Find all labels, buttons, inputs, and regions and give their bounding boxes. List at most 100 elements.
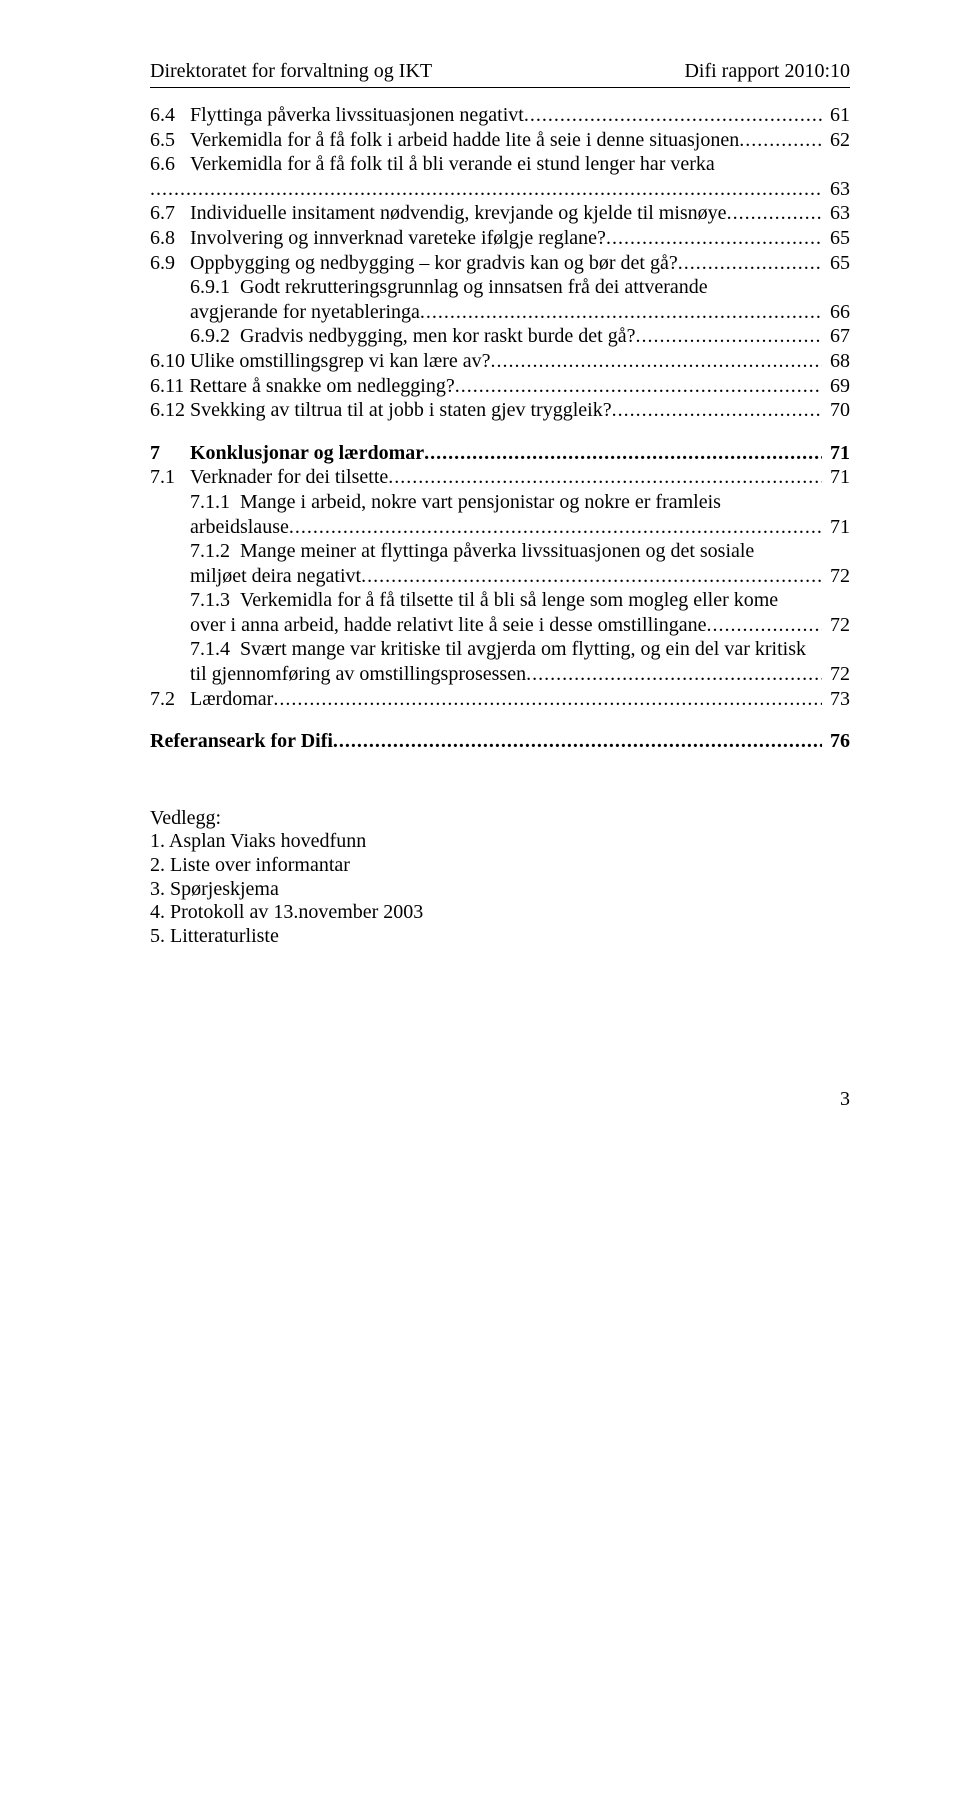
toc-leader	[424, 442, 822, 466]
toc-text: Svært mange var kritiske til avgjerda om…	[240, 638, 806, 662]
toc-page: 70	[822, 399, 850, 423]
toc-leader	[635, 325, 822, 349]
toc-leader	[612, 399, 822, 423]
toc-page: 63	[822, 202, 850, 226]
toc-text: Mange i arbeid, nokre vart pensjonistar …	[240, 491, 721, 515]
toc-row-continuation: miljøet deira negativt72	[150, 565, 850, 589]
appendix-item: 5. Litteraturliste	[150, 925, 850, 949]
toc-text: over i anna arbeid, hadde relativt lite …	[190, 614, 706, 638]
toc-page: 66	[822, 301, 850, 325]
toc-row: 6.4 Flyttinga påverka livssituasjonen ne…	[150, 104, 850, 128]
toc-page: 61	[822, 104, 850, 128]
toc-row-continuation: arbeidslause71	[150, 516, 850, 540]
toc-text: Oppbygging og nedbygging – kor gradvis k…	[190, 252, 678, 276]
toc-label: 7.1.3	[190, 589, 240, 613]
toc-label: 6.6	[150, 153, 190, 177]
toc-leader	[727, 202, 822, 226]
toc-label: 7.1.2	[190, 540, 240, 564]
toc-page: 65	[822, 227, 850, 251]
toc-row: 6.9.2 Gradvis nedbygging, men kor raskt …	[150, 325, 850, 349]
toc-text: Flyttinga påverka livssituasjonen negati…	[190, 104, 524, 128]
toc-text: Mange meiner at flyttinga påverka livssi…	[240, 540, 754, 564]
toc-page: 65	[822, 252, 850, 276]
toc-text: Konklusjonar og lærdomar	[190, 442, 424, 466]
appendix-item: 4. Protokoll av 13.november 2003	[150, 901, 850, 925]
appendix-heading: Vedlegg:	[150, 807, 850, 831]
toc-row: 6.6 Verkemidla for å få folk til å bli v…	[150, 153, 850, 177]
toc-text: Individuelle insitament nødvendig, krevj…	[190, 202, 727, 226]
toc-row-continuation: over i anna arbeid, hadde relativt lite …	[150, 614, 850, 638]
toc-leader	[420, 301, 822, 325]
toc-row-continuation: avgjerande for nyetableringa66	[150, 301, 850, 325]
appendix: Vedlegg: 1. Asplan Viaks hovedfunn2. Lis…	[150, 807, 850, 949]
toc-text: Svekking av tiltrua til at jobb i staten…	[190, 399, 612, 423]
toc-page: 63	[822, 178, 850, 202]
toc-row: 6.7 Individuelle insitament nødvendig, k…	[150, 202, 850, 226]
toc-text: til gjennomføring av omstillingsprosesse…	[190, 663, 526, 687]
toc-label: 7.1	[150, 466, 190, 490]
toc-row: 7.1.4 Svært mange var kritiske til avgje…	[150, 638, 850, 662]
toc-leader	[678, 252, 822, 276]
page-number: 3	[150, 1088, 850, 1111]
toc-page: 72	[822, 614, 850, 638]
toc-row: Referanseark for Difi76	[150, 730, 850, 754]
toc-leader	[524, 104, 822, 128]
toc-leader	[706, 614, 822, 638]
toc-page: 72	[822, 565, 850, 589]
toc-row: 7.1.1 Mange i arbeid, nokre vart pensjon…	[150, 491, 850, 515]
toc-row: 7.1.3 Verkemidla for å få tilsette til å…	[150, 589, 850, 613]
toc-row: 6.11 Rettare å snakke om nedlegging?69	[150, 375, 850, 399]
toc-page: 67	[822, 325, 850, 349]
toc-row: 6.9 Oppbygging og nedbygging – kor gradv…	[150, 252, 850, 276]
header-right: Difi rapport 2010:10	[684, 60, 850, 83]
toc-label: 6.4	[150, 104, 190, 128]
toc-row-continuation: 63	[150, 178, 850, 202]
toc-text: Verkemidla for å få folk i arbeid hadde …	[190, 129, 739, 153]
toc-row-continuation: til gjennomføring av omstillingsprosesse…	[150, 663, 850, 687]
toc-gap	[150, 712, 850, 730]
toc-label: 6.5	[150, 129, 190, 153]
toc-label: 6.9.1	[190, 276, 240, 300]
toc-page: 71	[822, 466, 850, 490]
toc-text: Gradvis nedbygging, men kor raskt burde …	[240, 325, 635, 349]
toc-leader	[273, 688, 822, 712]
toc-label: 7.2	[150, 688, 190, 712]
toc-row: 6.5 Verkemidla for å få folk i arbeid ha…	[150, 129, 850, 153]
table-of-contents: 6.4 Flyttinga påverka livssituasjonen ne…	[150, 104, 850, 754]
toc-text: Referanseark for Difi	[150, 730, 333, 754]
toc-row: 6.12 Svekking av tiltrua til at jobb i s…	[150, 399, 850, 423]
toc-label: 7.1.4	[190, 638, 240, 662]
spacer	[150, 755, 850, 807]
toc-page: 62	[822, 129, 850, 153]
toc-text: Verkemidla for å få tilsette til å bli s…	[240, 589, 778, 613]
toc-leader	[606, 227, 822, 251]
toc-text: Lærdomar	[190, 688, 273, 712]
appendix-item: 1. Asplan Viaks hovedfunn	[150, 830, 850, 854]
toc-leader	[150, 178, 822, 202]
header-left: Direktoratet for forvaltning og IKT	[150, 60, 432, 83]
toc-text: Verkemidla for å få folk til å bli veran…	[190, 153, 715, 177]
toc-leader	[388, 466, 822, 490]
toc-text: Godt rekrutteringsgrunnlag og innsatsen …	[240, 276, 708, 300]
toc-gap	[150, 424, 850, 442]
toc-page: 68	[822, 350, 850, 374]
toc-leader	[455, 375, 822, 399]
toc-label: 6.9	[150, 252, 190, 276]
toc-page: 69	[822, 375, 850, 399]
toc-row: 7.1 Verknader for dei tilsette71	[150, 466, 850, 490]
toc-label: 7.1.1	[190, 491, 240, 515]
toc-page: 71	[822, 516, 850, 540]
toc-row: 7.1.2 Mange meiner at flyttinga påverka …	[150, 540, 850, 564]
toc-label: 6.11	[150, 375, 189, 399]
toc-row: 6.8 Involvering og innverknad vareteke i…	[150, 227, 850, 251]
toc-row: 7 Konklusjonar og lærdomar 71	[150, 442, 850, 466]
toc-leader	[361, 565, 822, 589]
toc-page: 71	[822, 442, 850, 466]
page-header: Direktoratet for forvaltning og IKT Difi…	[150, 60, 850, 83]
toc-label: 7	[150, 442, 190, 466]
toc-leader	[289, 516, 822, 540]
toc-label: 6.12	[150, 399, 190, 423]
toc-label: 6.7	[150, 202, 190, 226]
toc-leader	[491, 350, 823, 374]
toc-page: 72	[822, 663, 850, 687]
